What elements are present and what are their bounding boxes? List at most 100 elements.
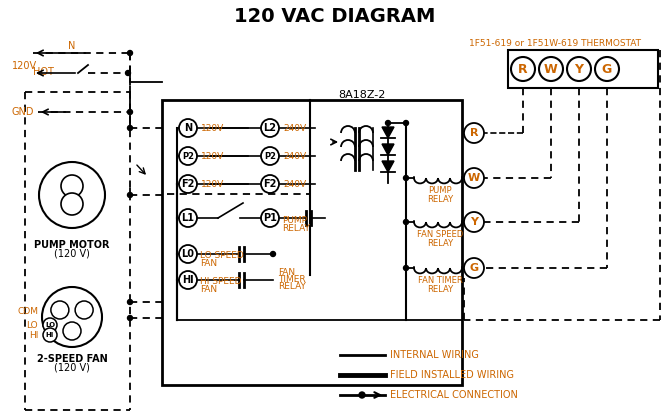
Text: L1: L1	[182, 213, 194, 223]
Text: INTERNAL WIRING: INTERNAL WIRING	[390, 350, 479, 360]
Circle shape	[51, 301, 69, 319]
Text: G: G	[470, 263, 478, 273]
Text: HI SPEED: HI SPEED	[200, 277, 241, 287]
Text: GND: GND	[12, 107, 34, 117]
Circle shape	[464, 212, 484, 232]
Bar	[508, 50, 658, 88]
Circle shape	[403, 121, 409, 126]
Text: (120 V): (120 V)	[54, 363, 90, 373]
Text: RELAY: RELAY	[427, 285, 453, 294]
Circle shape	[75, 301, 93, 319]
Circle shape	[464, 123, 484, 143]
Circle shape	[127, 300, 133, 305]
Circle shape	[61, 175, 83, 197]
Text: W: W	[468, 173, 480, 183]
Text: L0: L0	[182, 249, 194, 259]
Text: 1F51-619 or 1F51W-619 THERMOSTAT: 1F51-619 or 1F51W-619 THERMOSTAT	[469, 39, 641, 47]
Circle shape	[43, 328, 57, 342]
Text: R: R	[518, 62, 528, 75]
Circle shape	[261, 209, 279, 227]
Circle shape	[567, 57, 591, 81]
Text: N: N	[184, 123, 192, 133]
Text: 240V: 240V	[283, 124, 306, 132]
Circle shape	[359, 392, 365, 398]
Text: HI: HI	[182, 275, 194, 285]
Text: 120V: 120V	[201, 179, 224, 189]
Text: 2-SPEED FAN: 2-SPEED FAN	[37, 354, 107, 364]
Circle shape	[127, 316, 133, 321]
Text: 120V: 120V	[12, 61, 37, 71]
Circle shape	[464, 168, 484, 188]
Text: R: R	[470, 128, 478, 138]
Text: PUMP: PUMP	[282, 215, 307, 225]
Circle shape	[127, 192, 133, 197]
Circle shape	[261, 147, 279, 165]
Text: Y: Y	[470, 217, 478, 227]
Text: 120V: 120V	[201, 124, 224, 132]
Text: RELAY: RELAY	[427, 195, 453, 204]
Circle shape	[39, 162, 105, 228]
Text: HI: HI	[29, 331, 38, 339]
Text: COM: COM	[17, 308, 38, 316]
Circle shape	[179, 209, 197, 227]
Text: 120 VAC DIAGRAM: 120 VAC DIAGRAM	[234, 7, 436, 26]
Text: RELAY: RELAY	[282, 223, 310, 233]
Text: FAN: FAN	[200, 259, 217, 269]
Polygon shape	[382, 144, 394, 155]
Circle shape	[179, 175, 197, 193]
Text: RELAY: RELAY	[278, 282, 306, 291]
Circle shape	[179, 245, 197, 263]
Text: 8A18Z-2: 8A18Z-2	[338, 90, 386, 100]
Text: (120 V): (120 V)	[54, 249, 90, 259]
Circle shape	[42, 287, 102, 347]
Circle shape	[127, 51, 133, 55]
Text: 240V: 240V	[283, 179, 306, 189]
Text: P2: P2	[182, 152, 194, 160]
Circle shape	[261, 175, 279, 193]
Text: W: W	[544, 62, 558, 75]
Text: FAN: FAN	[200, 285, 217, 295]
Text: P2: P2	[264, 152, 276, 160]
Circle shape	[127, 126, 133, 130]
Text: LO: LO	[45, 322, 55, 328]
Text: L2: L2	[263, 123, 277, 133]
Circle shape	[43, 318, 57, 332]
Circle shape	[464, 258, 484, 278]
Text: FAN: FAN	[278, 268, 295, 277]
Circle shape	[179, 119, 197, 137]
Text: N: N	[68, 41, 75, 51]
Circle shape	[261, 119, 279, 137]
Circle shape	[271, 251, 275, 256]
Circle shape	[61, 193, 83, 215]
Text: F2: F2	[263, 179, 277, 189]
Text: ELECTRICAL CONNECTION: ELECTRICAL CONNECTION	[390, 390, 518, 400]
Text: TIMER: TIMER	[278, 275, 306, 284]
Text: FAN SPEED: FAN SPEED	[417, 230, 463, 239]
Text: PUMP MOTOR: PUMP MOTOR	[34, 240, 110, 250]
Text: LO: LO	[26, 321, 38, 329]
Text: 240V: 240V	[283, 152, 306, 160]
Text: Y: Y	[574, 62, 584, 75]
Circle shape	[179, 147, 197, 165]
Circle shape	[125, 70, 131, 75]
Text: PUMP: PUMP	[428, 186, 452, 195]
Circle shape	[539, 57, 563, 81]
Bar	[162, 100, 462, 385]
Text: HI: HI	[46, 332, 54, 338]
Circle shape	[127, 109, 133, 114]
Text: P1: P1	[263, 213, 277, 223]
Text: G: G	[602, 62, 612, 75]
Polygon shape	[382, 161, 394, 172]
Text: 120V: 120V	[201, 152, 224, 160]
Text: FIELD INSTALLED WIRING: FIELD INSTALLED WIRING	[390, 370, 514, 380]
Circle shape	[179, 271, 197, 289]
Text: FAN TIMER: FAN TIMER	[417, 276, 462, 285]
Text: HOT: HOT	[33, 67, 54, 77]
Text: RELAY: RELAY	[427, 239, 453, 248]
Circle shape	[511, 57, 535, 81]
Circle shape	[385, 121, 391, 126]
Circle shape	[403, 176, 409, 181]
Circle shape	[63, 322, 81, 340]
Circle shape	[403, 266, 409, 271]
Text: LO SPEED: LO SPEED	[200, 251, 244, 261]
